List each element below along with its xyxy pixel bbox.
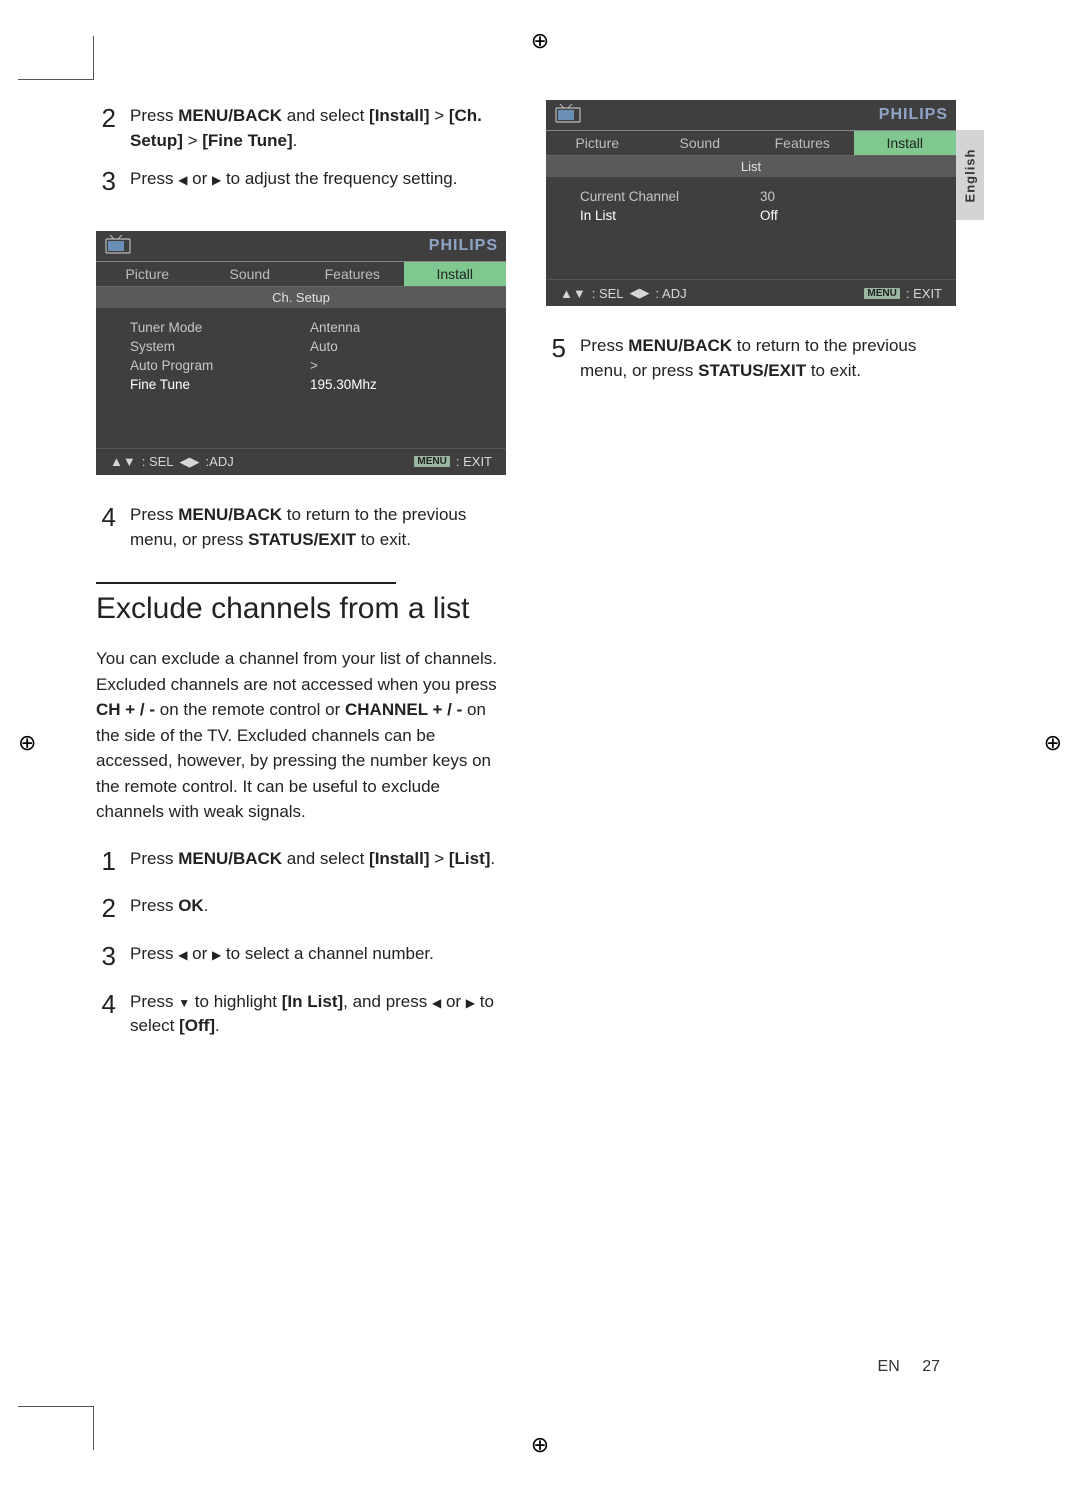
- tv-tab: Picture: [96, 262, 199, 286]
- registration-mark-right: ⊕: [1044, 730, 1062, 756]
- page-content: 2 Press MENU/BACK and select [Install] > …: [96, 100, 986, 1049]
- step-number: 4: [96, 499, 116, 552]
- tv-row: SystemAuto: [130, 337, 488, 356]
- section-steps: 1 Press MENU/BACK and select [Install] > …: [96, 843, 506, 1039]
- leftright-icon: ◀▶: [180, 454, 200, 470]
- tv-tab: Picture: [546, 131, 649, 155]
- tv-brand: PHILIPS: [871, 103, 956, 127]
- step: 3 Press ◀ or ▶ to select a channel number…: [96, 938, 506, 976]
- leftright-icon: ◀▶: [630, 285, 650, 301]
- page-number: EN 27: [878, 1358, 940, 1376]
- step-body: Press MENU/BACK to return to the previou…: [580, 330, 956, 383]
- tv-row-value: Antenna: [310, 320, 360, 335]
- menu-badge: MENU: [414, 456, 449, 467]
- step-number: 1: [96, 843, 116, 881]
- step-number: 2: [96, 890, 116, 928]
- tv-row-label: Current Channel: [580, 189, 760, 204]
- step-body: Press OK.: [130, 890, 506, 928]
- step-number: 2: [96, 100, 116, 153]
- tv-tab: Install: [854, 131, 957, 155]
- crop-mark-top-left: [18, 36, 94, 80]
- tv-body: Current Channel30In ListOff: [546, 177, 956, 279]
- steps-group-b: 4 Press MENU/BACK to return to the previo…: [96, 499, 506, 552]
- step: 5 Press MENU/BACK to return to the previo…: [546, 330, 956, 383]
- tv-row-label: Tuner Mode: [130, 320, 310, 335]
- step: 4 Press ▼ to highlight [In List], and pre…: [96, 986, 506, 1039]
- tv-icon: [96, 231, 140, 261]
- steps-group-a: 2 Press MENU/BACK and select [Install] > …: [96, 100, 506, 201]
- step: 3 Press ◀ or ▶ to adjust the frequency se…: [96, 163, 506, 201]
- tv-tabs: PictureSoundFeaturesInstall: [96, 262, 506, 287]
- section-divider: [96, 582, 396, 584]
- menu-badge: MENU: [864, 288, 899, 299]
- page-lang: EN: [878, 1358, 900, 1375]
- section-title: Exclude channels from a list: [96, 592, 506, 626]
- tv-tabs: PictureSoundFeaturesInstall: [546, 131, 956, 156]
- updown-icon: ▲▼: [560, 286, 586, 301]
- step: 4 Press MENU/BACK to return to the previo…: [96, 499, 506, 552]
- tv-tab: Sound: [199, 262, 302, 286]
- step: 1 Press MENU/BACK and select [Install] > …: [96, 843, 506, 881]
- tv-row-label: Fine Tune: [130, 377, 310, 392]
- crop-mark-bottom-left: [18, 1406, 94, 1450]
- tv-row-value: 30: [760, 189, 775, 204]
- tv-screenshot-ch-setup: PHILIPS PictureSoundFeaturesInstallCh. Se…: [96, 231, 506, 475]
- step-number: 4: [96, 986, 116, 1039]
- tv-row-value: >: [310, 358, 318, 373]
- tv-row-label: Auto Program: [130, 358, 310, 373]
- tv-tab: Install: [404, 262, 507, 286]
- section-intro: You can exclude a channel from your list…: [96, 646, 506, 825]
- tv-row: Current Channel30: [580, 187, 938, 206]
- tv-row-label: In List: [580, 208, 760, 223]
- tv-row-value: Off: [760, 208, 778, 223]
- step-body: Press ◀ or ▶ to select a channel number.: [130, 938, 506, 976]
- step-number: 3: [96, 938, 116, 976]
- step-body: Press MENU/BACK to return to the previou…: [130, 499, 506, 552]
- registration-mark-left: ⊕: [18, 730, 36, 756]
- registration-mark-top: ⊕: [531, 28, 549, 54]
- page-num-value: 27: [922, 1358, 940, 1375]
- right-column: PHILIPS PictureSoundFeaturesInstallList Cu…: [546, 100, 956, 1049]
- tv-row: Fine Tune195.30Mhz: [130, 375, 488, 394]
- tv-screenshot-list: PHILIPS PictureSoundFeaturesInstallList Cu…: [546, 100, 956, 306]
- tv-tab: Features: [301, 262, 404, 286]
- tv-footer: ▲▼: SEL ◀▶:ADJMENU: EXIT: [96, 448, 506, 475]
- registration-mark-bottom: ⊕: [531, 1432, 549, 1458]
- right-steps: 5 Press MENU/BACK to return to the previo…: [546, 330, 956, 383]
- tv-row-value: 195.30Mhz: [310, 377, 377, 392]
- tv-tab: Sound: [649, 131, 752, 155]
- tv-row: Auto Program>: [130, 356, 488, 375]
- tv-row-value: Auto: [310, 339, 338, 354]
- step: 2 Press OK.: [96, 890, 506, 928]
- updown-icon: ▲▼: [110, 454, 136, 469]
- tv-row: In ListOff: [580, 206, 938, 225]
- step: 2 Press MENU/BACK and select [Install] > …: [96, 100, 506, 153]
- step-body: Press ▼ to highlight [In List], and pres…: [130, 986, 506, 1039]
- tv-brand: PHILIPS: [421, 234, 506, 258]
- tv-subheader: List: [546, 156, 956, 177]
- tv-body: Tuner ModeAntennaSystemAutoAuto Program>…: [96, 308, 506, 448]
- tv-header: PHILIPS: [546, 100, 956, 131]
- step-number: 3: [96, 163, 116, 201]
- step-number: 5: [546, 330, 566, 383]
- step-body: Press ◀ or ▶ to adjust the frequency set…: [130, 163, 506, 201]
- tv-icon: [546, 100, 590, 130]
- tv-subheader: Ch. Setup: [96, 287, 506, 308]
- tv-tab: Features: [751, 131, 854, 155]
- left-column: 2 Press MENU/BACK and select [Install] > …: [96, 100, 506, 1049]
- step-body: Press MENU/BACK and select [Install] > […: [130, 100, 506, 153]
- tv-footer: ▲▼: SEL ◀▶: ADJMENU: EXIT: [546, 279, 956, 306]
- tv-header: PHILIPS: [96, 231, 506, 262]
- tv-row-label: System: [130, 339, 310, 354]
- step-body: Press MENU/BACK and select [Install] > […: [130, 843, 506, 881]
- tv-row: Tuner ModeAntenna: [130, 318, 488, 337]
